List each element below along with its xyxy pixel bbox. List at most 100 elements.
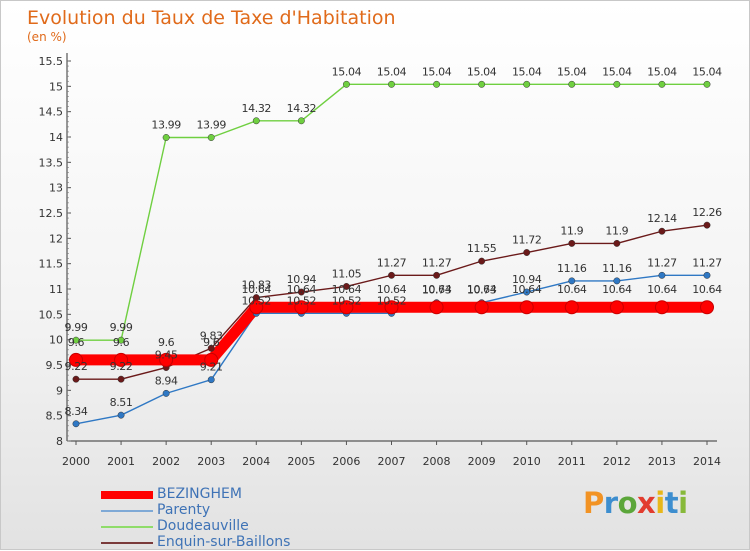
x-tick-label: 2014	[693, 455, 721, 468]
data-point-bezinghem	[114, 352, 129, 367]
y-tick-label: 8.5	[46, 410, 64, 423]
x-tick-label: 2000	[62, 455, 90, 468]
chart-title: Evolution du Taux de Taxe d'Habitation	[27, 7, 396, 29]
data-point-bezinghem	[339, 300, 354, 315]
data-label-doudeauville: 15.04	[377, 65, 407, 78]
data-point-bezinghem	[654, 300, 669, 315]
data-point-parenty	[117, 411, 125, 419]
data-label-parenty: 8.34	[65, 405, 88, 418]
data-label-enquin-sur-baillons: 9.83	[200, 329, 223, 342]
data-label-enquin-sur-baillons: 9.45	[155, 349, 178, 362]
data-point-doudeauville	[658, 80, 666, 88]
data-label-bezinghem: 9.6	[158, 336, 175, 349]
data-point-doudeauville	[568, 80, 576, 88]
x-tick-label: 2006	[332, 455, 360, 468]
legend-label: Enquin-sur-Baillons	[157, 534, 291, 550]
data-point-doudeauville	[162, 134, 170, 141]
data-label-parenty: 8.94	[155, 374, 178, 387]
y-tick-label: 10	[49, 334, 63, 347]
data-label-doudeauville: 14.32	[287, 102, 317, 115]
data-label-parenty: 11.27	[692, 256, 722, 269]
data-point-enquin-sur-baillons	[433, 271, 441, 279]
y-tick-label: 13	[49, 182, 63, 195]
logo-letter: r	[603, 486, 618, 520]
data-label-doudeauville: 15.04	[332, 65, 362, 78]
y-tick-label: 12.5	[39, 207, 64, 220]
series-lines	[70, 83, 713, 425]
data-point-parenty	[523, 288, 531, 296]
logo-letter: i	[678, 486, 688, 520]
data-point-enquin-sur-baillons	[297, 288, 305, 296]
data-point-enquin-sur-baillons	[72, 375, 80, 383]
data-label-enquin-sur-baillons: 12.14	[647, 212, 677, 225]
y-tick-label: 14.5	[39, 106, 64, 119]
data-label-enquin-sur-baillons: 11.27	[377, 256, 407, 269]
y-tick-label: 15.5	[39, 55, 64, 68]
data-point-bezinghem	[204, 352, 219, 367]
data-label-doudeauville: 15.04	[422, 65, 452, 78]
data-point-bezinghem	[429, 300, 444, 315]
x-tick-label: 2003	[197, 455, 225, 468]
logo-letter: x	[637, 486, 656, 520]
x-tick-label: 2004	[242, 455, 270, 468]
data-point-enquin-sur-baillons	[613, 239, 621, 247]
data-point-bezinghem	[69, 352, 83, 367]
data-point-bezinghem	[609, 300, 624, 315]
data-point-doudeauville	[613, 80, 621, 88]
x-tick-label: 2001	[107, 455, 135, 468]
data-label-doudeauville: 9.99	[110, 321, 133, 334]
data-point-enquin-sur-baillons	[207, 344, 215, 352]
data-point-doudeauville	[72, 336, 80, 344]
data-point-enquin-sur-baillons	[658, 227, 666, 235]
data-label-parenty: 9.21	[200, 361, 223, 374]
proxiti-logo: Proxiti	[583, 486, 688, 520]
legend-label: Doudeauville	[157, 518, 249, 534]
axes: 8 8.5 9 9.5 10 10.5 11 11.5 12 12.5 13 13.5 14 14.5 15…	[39, 53, 721, 468]
data-label-parenty: 10.73	[422, 284, 452, 297]
data-label-enquin-sur-baillons: 10.94	[287, 273, 317, 286]
data-point-enquin-sur-baillons	[478, 257, 486, 265]
data-point-enquin-sur-baillons	[703, 221, 711, 229]
data-label-bezinghem: 9.6	[68, 336, 85, 349]
x-tick-label: 2010	[513, 455, 541, 468]
data-label-bezinghem: 10.64	[557, 283, 587, 296]
data-point-bezinghem	[700, 300, 714, 315]
data-point-bezinghem	[384, 300, 399, 315]
data-label-enquin-sur-baillons: 9.22	[65, 360, 88, 373]
data-point-doudeauville	[297, 117, 305, 125]
data-point-parenty	[568, 277, 576, 285]
data-label-bezinghem: 10.64	[242, 283, 272, 296]
logo-letter: P	[583, 486, 604, 520]
data-label-doudeauville: 14.32	[242, 102, 272, 115]
data-label-parenty: 10.52	[287, 294, 317, 307]
data-label-doudeauville: 15.04	[467, 65, 497, 78]
data-label-parenty: 11.16	[557, 262, 587, 275]
data-point-doudeauville	[207, 134, 215, 141]
data-label-enquin-sur-baillons: 11.55	[467, 242, 497, 255]
y-tick-label: 9.5	[46, 359, 64, 372]
data-point-enquin-sur-baillons	[388, 271, 395, 279]
legend-swatch	[101, 526, 153, 528]
data-point-doudeauville	[523, 80, 531, 88]
data-point-parenty	[658, 271, 666, 279]
data-label-parenty: 11.27	[647, 256, 677, 269]
y-tick-label: 12	[49, 232, 63, 245]
data-point-doudeauville	[433, 80, 441, 88]
data-point-parenty	[703, 271, 711, 279]
legend-label: Parenty	[157, 502, 211, 518]
data-label-bezinghem: 10.64	[377, 283, 407, 296]
data-label-doudeauville: 9.99	[65, 321, 88, 334]
y-tick-label: 14	[49, 131, 63, 144]
data-point-doudeauville	[342, 80, 350, 88]
data-point-bezinghem	[294, 300, 309, 315]
data-label-enquin-sur-baillons: 12.26	[692, 206, 722, 219]
x-tick-label: 2009	[468, 455, 496, 468]
data-label-enquin-sur-baillons: 11.9	[605, 224, 628, 237]
data-label-bezinghem: 10.64	[467, 283, 497, 296]
data-point-parenty	[162, 389, 170, 397]
logo-letter: o	[617, 486, 638, 520]
data-label-bezinghem: 10.64	[422, 283, 452, 296]
data-label-parenty: 10.52	[242, 294, 272, 307]
data-label-enquin-sur-baillons: 11.72	[512, 234, 542, 247]
